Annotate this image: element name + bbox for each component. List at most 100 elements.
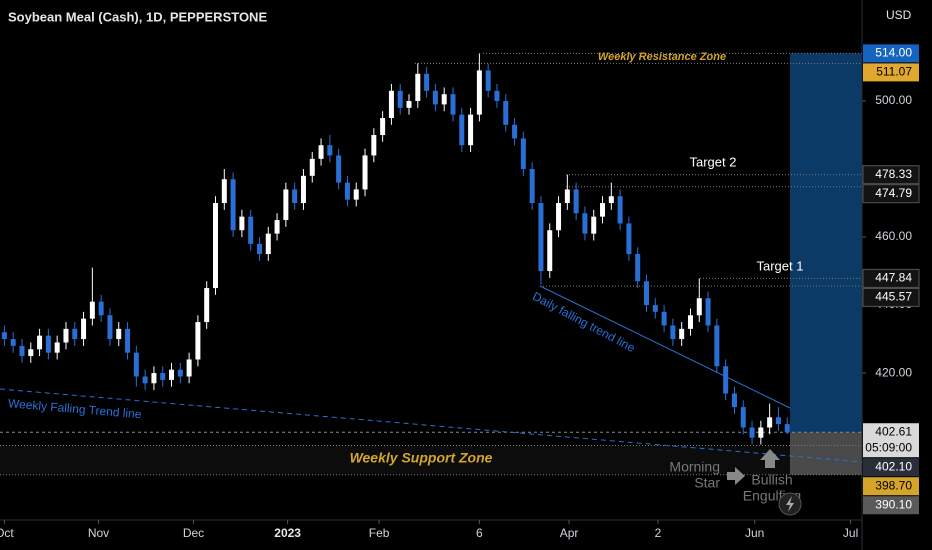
pattern-label: Morning — [669, 459, 720, 475]
x-tick-label: Oct — [0, 526, 14, 540]
price-label: 447.84 — [875, 271, 912, 285]
target-label: Target 1 — [757, 258, 804, 273]
candle-body — [450, 94, 456, 115]
candle-body — [353, 189, 359, 200]
candle-body — [221, 179, 227, 204]
candle-body — [265, 233, 271, 255]
candle-body — [784, 424, 790, 433]
candle-body — [758, 427, 764, 438]
resistance-label: Weekly Resistance Zone — [598, 51, 726, 63]
candle-body — [617, 196, 623, 224]
candle-body — [160, 373, 166, 380]
candle-body — [177, 369, 183, 377]
candle-body — [204, 288, 210, 323]
candle-body — [538, 203, 544, 272]
candle-body — [388, 90, 394, 119]
support-zone — [0, 445, 862, 475]
candle-body — [679, 328, 685, 340]
y-tick-label: 500.00 — [875, 93, 912, 107]
candle-body — [81, 318, 87, 340]
price-label: 511.07 — [876, 65, 912, 79]
candle-body — [45, 335, 51, 353]
candle-body — [564, 189, 570, 204]
candle-body — [723, 366, 729, 394]
candle-body — [600, 203, 606, 217]
price-label: 478.33 — [875, 167, 912, 181]
price-label: 474.79 — [875, 186, 912, 200]
candle-body — [142, 376, 148, 384]
price-label: 390.10 — [875, 497, 912, 511]
x-tick-label: 6 — [476, 526, 483, 540]
candle-body — [582, 213, 588, 234]
candle-body — [608, 196, 614, 204]
candle-body — [28, 349, 34, 357]
candle-body — [520, 138, 526, 170]
candle-body — [318, 145, 324, 159]
price-label: 398.70 — [875, 478, 912, 492]
candle-body — [468, 114, 474, 146]
candle-body — [256, 243, 262, 255]
candle-body — [714, 325, 720, 367]
candle-body — [151, 373, 157, 384]
candle-body — [248, 216, 254, 244]
countdown: 05:09:00 — [865, 440, 912, 454]
currency: USD — [886, 8, 912, 22]
price-label-bg — [862, 184, 920, 204]
candle-body — [635, 254, 641, 282]
candle-body — [767, 417, 773, 428]
candle-body — [652, 305, 658, 312]
pattern-label: Star — [694, 475, 720, 491]
stop-zone — [790, 432, 862, 475]
support-label: Weekly Support Zone — [350, 450, 493, 466]
candle-body — [591, 216, 597, 234]
candle-body — [705, 298, 711, 326]
candle-body — [169, 369, 175, 380]
candle-body — [661, 311, 667, 326]
x-tick-label: 2 — [655, 526, 662, 540]
x-tick-label: Apr — [560, 526, 579, 540]
candle-body — [512, 124, 518, 139]
candle-body — [406, 101, 412, 108]
target-zone — [790, 53, 862, 433]
candle-body — [283, 189, 289, 221]
candle-body — [10, 339, 16, 346]
candle-body — [327, 145, 333, 156]
price-label-bg — [863, 458, 919, 477]
candle-body — [19, 345, 25, 357]
candle-body — [230, 179, 236, 231]
candle-body — [344, 182, 350, 200]
arrow-icon — [760, 449, 780, 468]
candle-body — [494, 90, 500, 102]
candle-body — [380, 118, 386, 136]
lightning-icon — [786, 496, 794, 512]
candle-body — [424, 73, 430, 91]
x-tick-label: 2023 — [274, 526, 301, 540]
candle-body — [116, 328, 122, 340]
candle-body — [670, 325, 676, 340]
daily-trend-line — [539, 285, 791, 409]
price-label-bg — [862, 165, 920, 185]
candle-body — [547, 230, 553, 272]
candle-body — [107, 315, 113, 340]
candle-body — [89, 301, 95, 319]
candle-body — [125, 328, 131, 353]
candle-body — [371, 135, 377, 156]
candle-body — [503, 101, 509, 125]
candle-body — [63, 328, 69, 343]
candle-body — [37, 335, 43, 350]
candle-body — [775, 417, 781, 425]
candle-body — [309, 158, 315, 176]
price-label: 402.10 — [875, 459, 912, 473]
chart-title: Soybean Meal (Cash), 1D, PEPPERSTONE — [8, 9, 267, 24]
candle-body — [186, 359, 192, 377]
candle-body — [300, 175, 306, 204]
price-label: 445.57 — [875, 290, 912, 304]
candle-body — [749, 427, 755, 438]
price-label: 402.61 — [875, 424, 912, 438]
price-label-bg — [863, 63, 919, 82]
candle-body — [485, 70, 491, 91]
candle-body — [476, 70, 482, 115]
price-label: 514.00 — [875, 46, 912, 60]
candle-body — [195, 322, 201, 360]
